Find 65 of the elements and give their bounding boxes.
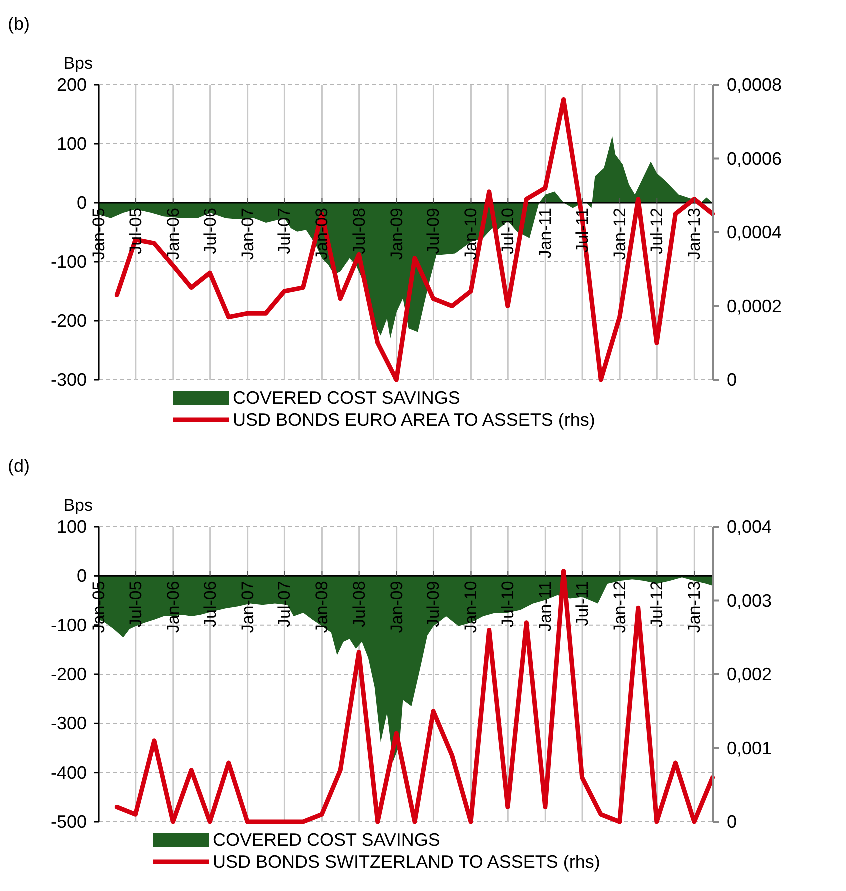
y2-tick-label: 0,003 — [727, 590, 772, 611]
x-tick-label: Jul-12 — [648, 581, 667, 628]
y2-tick-label: 0,0004 — [727, 222, 782, 242]
y-tick-label: -400 — [50, 762, 87, 783]
x-tick-label: Jul-10 — [498, 208, 518, 254]
x-tick-label: Jul-11 — [573, 581, 592, 626]
y-axis-title: Bps — [64, 496, 93, 515]
y2-tick-label: 0,0006 — [727, 148, 782, 169]
x-tick-label: Jan-08 — [312, 208, 332, 260]
x-tick-label: Jan-08 — [312, 581, 332, 634]
x-tick-label: Jul-12 — [648, 208, 667, 254]
y-tick-label: 100 — [56, 517, 87, 537]
x-tick-label: Jul-05 — [126, 208, 146, 254]
y-tick-label: -300 — [50, 714, 87, 734]
x-tick-label: Jul-11 — [573, 208, 592, 254]
x-tick-label: Jul-09 — [424, 581, 444, 628]
y-axis-title: Bps — [64, 54, 93, 73]
x-tick-label: Jul-10 — [498, 581, 518, 628]
legend-label: USD BONDS EURO AREA TO ASSETS (rhs) — [233, 410, 596, 430]
legend-label: COVERED COST SAVINGS — [233, 388, 460, 408]
y-tick-label: 200 — [56, 75, 87, 95]
x-tick-label: Jan-09 — [387, 581, 406, 634]
y2-tick-label: 0,0008 — [727, 75, 782, 95]
x-tick-label: Jan-13 — [685, 208, 704, 260]
y-tick-label: 0 — [76, 566, 87, 586]
y-tick-label: -100 — [50, 615, 87, 636]
y2-tick-label: 0 — [727, 812, 738, 832]
x-tick-label: Jul-06 — [200, 581, 220, 628]
x-tick-label: Jan-06 — [164, 581, 183, 634]
y2-tick-label: 0,001 — [727, 738, 772, 758]
x-tick-label: Jan-13 — [685, 581, 704, 634]
line-series — [114, 569, 716, 824]
x-tick-label: Jan-12 — [610, 208, 630, 260]
x-tick-label: Jan-10 — [462, 208, 481, 260]
y-tick-label: -200 — [50, 311, 87, 331]
chart-title: (d) — [8, 456, 30, 476]
x-tick-label: Jul-06 — [200, 208, 220, 254]
x-tick-label: Jan-11 — [536, 208, 556, 259]
x-tick-label: Jan-09 — [387, 208, 406, 260]
y2-tick-label: 0,002 — [727, 664, 772, 684]
y2-tick-label: 0 — [727, 370, 738, 390]
x-tick-label: Jan-10 — [462, 581, 481, 634]
y-tick-label: -300 — [50, 370, 87, 390]
y-tick-label: 100 — [56, 134, 87, 154]
legend-label: USD BONDS SWITZERLAND TO ASSETS (rhs) — [213, 852, 600, 872]
x-tick-label: Jan-07 — [238, 581, 258, 634]
y2-tick-label: 0,004 — [727, 517, 772, 537]
x-tick-label: Jul-07 — [275, 208, 294, 254]
line-series — [114, 98, 716, 382]
y-tick-label: -500 — [50, 812, 87, 832]
x-tick-label: Jan-07 — [238, 208, 258, 260]
x-tick-label: Jan-06 — [164, 208, 183, 260]
y-tick-label: 0 — [76, 193, 87, 213]
chart-title: (b) — [8, 14, 30, 34]
x-tick-label: Jul-07 — [275, 581, 294, 628]
x-tick-label: Jan-11 — [536, 581, 556, 632]
x-tick-label: Jul-08 — [350, 208, 369, 254]
y-tick-label: -100 — [50, 252, 87, 272]
y-tick-label: -200 — [50, 664, 87, 684]
y2-tick-label: 0,0002 — [727, 296, 782, 316]
x-tick-label: Jul-08 — [350, 581, 369, 628]
x-tick-label: Jul-05 — [126, 581, 146, 628]
x-tick-label: Jul-09 — [424, 208, 444, 254]
legend-label: COVERED COST SAVINGS — [213, 830, 440, 850]
x-tick-label: Jan-12 — [610, 581, 630, 634]
